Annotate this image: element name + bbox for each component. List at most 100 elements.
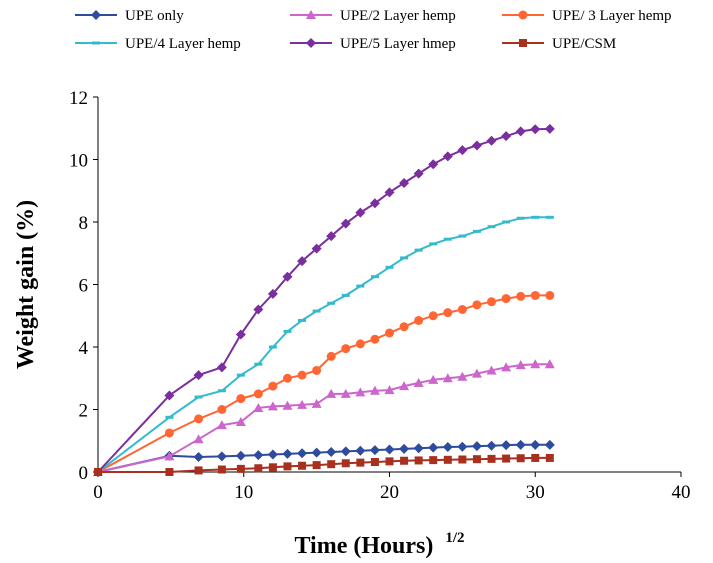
data-point — [217, 405, 227, 414]
data-point — [530, 124, 541, 135]
series-3 — [93, 290, 555, 477]
data-point — [516, 454, 525, 463]
data-point — [253, 304, 264, 315]
data-point — [236, 464, 245, 473]
data-point — [516, 291, 526, 301]
data-point — [530, 359, 541, 369]
data-point — [428, 311, 438, 321]
data-point — [414, 248, 423, 252]
data-point — [471, 140, 482, 151]
data-point — [400, 456, 409, 465]
data-point — [413, 443, 424, 454]
x-tick-label: 40 — [672, 482, 691, 503]
data-point — [443, 455, 452, 464]
data-point — [385, 265, 394, 269]
data-point — [428, 374, 439, 384]
data-point — [356, 284, 365, 288]
x-axis-title-main: Time (Hours) — [294, 533, 433, 558]
data-point — [442, 151, 453, 162]
data-point — [297, 370, 307, 380]
data-point — [530, 290, 540, 300]
data-point — [443, 237, 452, 241]
data-point — [312, 365, 322, 375]
data-point — [486, 135, 497, 146]
legend-swatch-marker — [306, 38, 316, 48]
data-point — [216, 420, 227, 430]
legend-label: UPE/CSM — [552, 36, 616, 52]
data-point — [267, 288, 278, 299]
data-point — [369, 445, 380, 456]
data-point — [193, 370, 204, 381]
data-point — [355, 339, 365, 349]
data-point — [472, 455, 481, 464]
data-point — [253, 389, 263, 399]
data-point — [384, 187, 395, 198]
legend-swatch-marker — [92, 41, 100, 45]
data-point — [312, 461, 321, 470]
data-point — [544, 123, 555, 134]
x-tick-label: 20 — [380, 482, 399, 503]
legend-label: UPE/4 Layer hemp — [125, 36, 241, 52]
data-point — [254, 464, 263, 473]
data-point — [282, 271, 293, 282]
data-point — [399, 322, 409, 332]
data-point — [545, 453, 554, 462]
data-point — [340, 446, 351, 457]
y-tick-label: 2 — [79, 401, 89, 422]
data-point — [253, 402, 264, 412]
data-point — [326, 231, 337, 242]
data-point — [457, 305, 467, 314]
data-point — [515, 360, 526, 370]
series-2 — [93, 359, 555, 476]
data-point — [340, 218, 351, 229]
x-axis-title-superscript: 1/2 — [445, 530, 464, 546]
data-point — [282, 448, 293, 459]
data-point — [531, 215, 540, 219]
x-tick-label: 10 — [234, 482, 253, 503]
data-point — [530, 439, 541, 450]
data-point — [267, 449, 278, 460]
data-point — [443, 308, 453, 318]
data-point — [472, 300, 482, 310]
series-6 — [94, 453, 554, 476]
data-point — [400, 256, 409, 260]
series-5 — [93, 123, 555, 477]
data-point — [253, 450, 264, 461]
data-point — [165, 415, 174, 419]
data-point — [502, 220, 511, 224]
data-point — [369, 198, 380, 209]
data-point — [164, 428, 174, 438]
data-point — [457, 371, 468, 381]
data-point — [165, 468, 174, 476]
axes — [97, 97, 681, 473]
data-point — [413, 168, 424, 179]
y-tick-label: 10 — [69, 151, 88, 172]
data-point — [458, 455, 467, 464]
data-point — [268, 381, 278, 391]
data-point — [370, 458, 379, 466]
data-point — [236, 373, 245, 377]
legend-item: UPE/2 Layer hemp — [290, 8, 456, 24]
data-point — [282, 373, 292, 383]
data-point — [385, 457, 394, 466]
data-point — [327, 301, 336, 305]
x-tick-label: 0 — [93, 482, 103, 503]
data-point — [311, 243, 322, 254]
data-point — [502, 454, 511, 463]
data-point — [487, 454, 496, 463]
data-point — [283, 462, 292, 471]
data-point — [268, 463, 277, 472]
legend-item: UPE/5 Layer hmep — [290, 36, 456, 52]
legend-label: UPE/5 Layer hmep — [340, 36, 456, 52]
data-point — [193, 434, 204, 444]
data-point — [429, 242, 438, 246]
data-point — [297, 399, 308, 409]
data-point — [164, 390, 175, 401]
data-point — [194, 414, 204, 424]
data-point — [216, 451, 227, 462]
data-point — [298, 461, 307, 470]
data-point — [341, 459, 350, 468]
legend-swatch-marker — [91, 10, 101, 20]
